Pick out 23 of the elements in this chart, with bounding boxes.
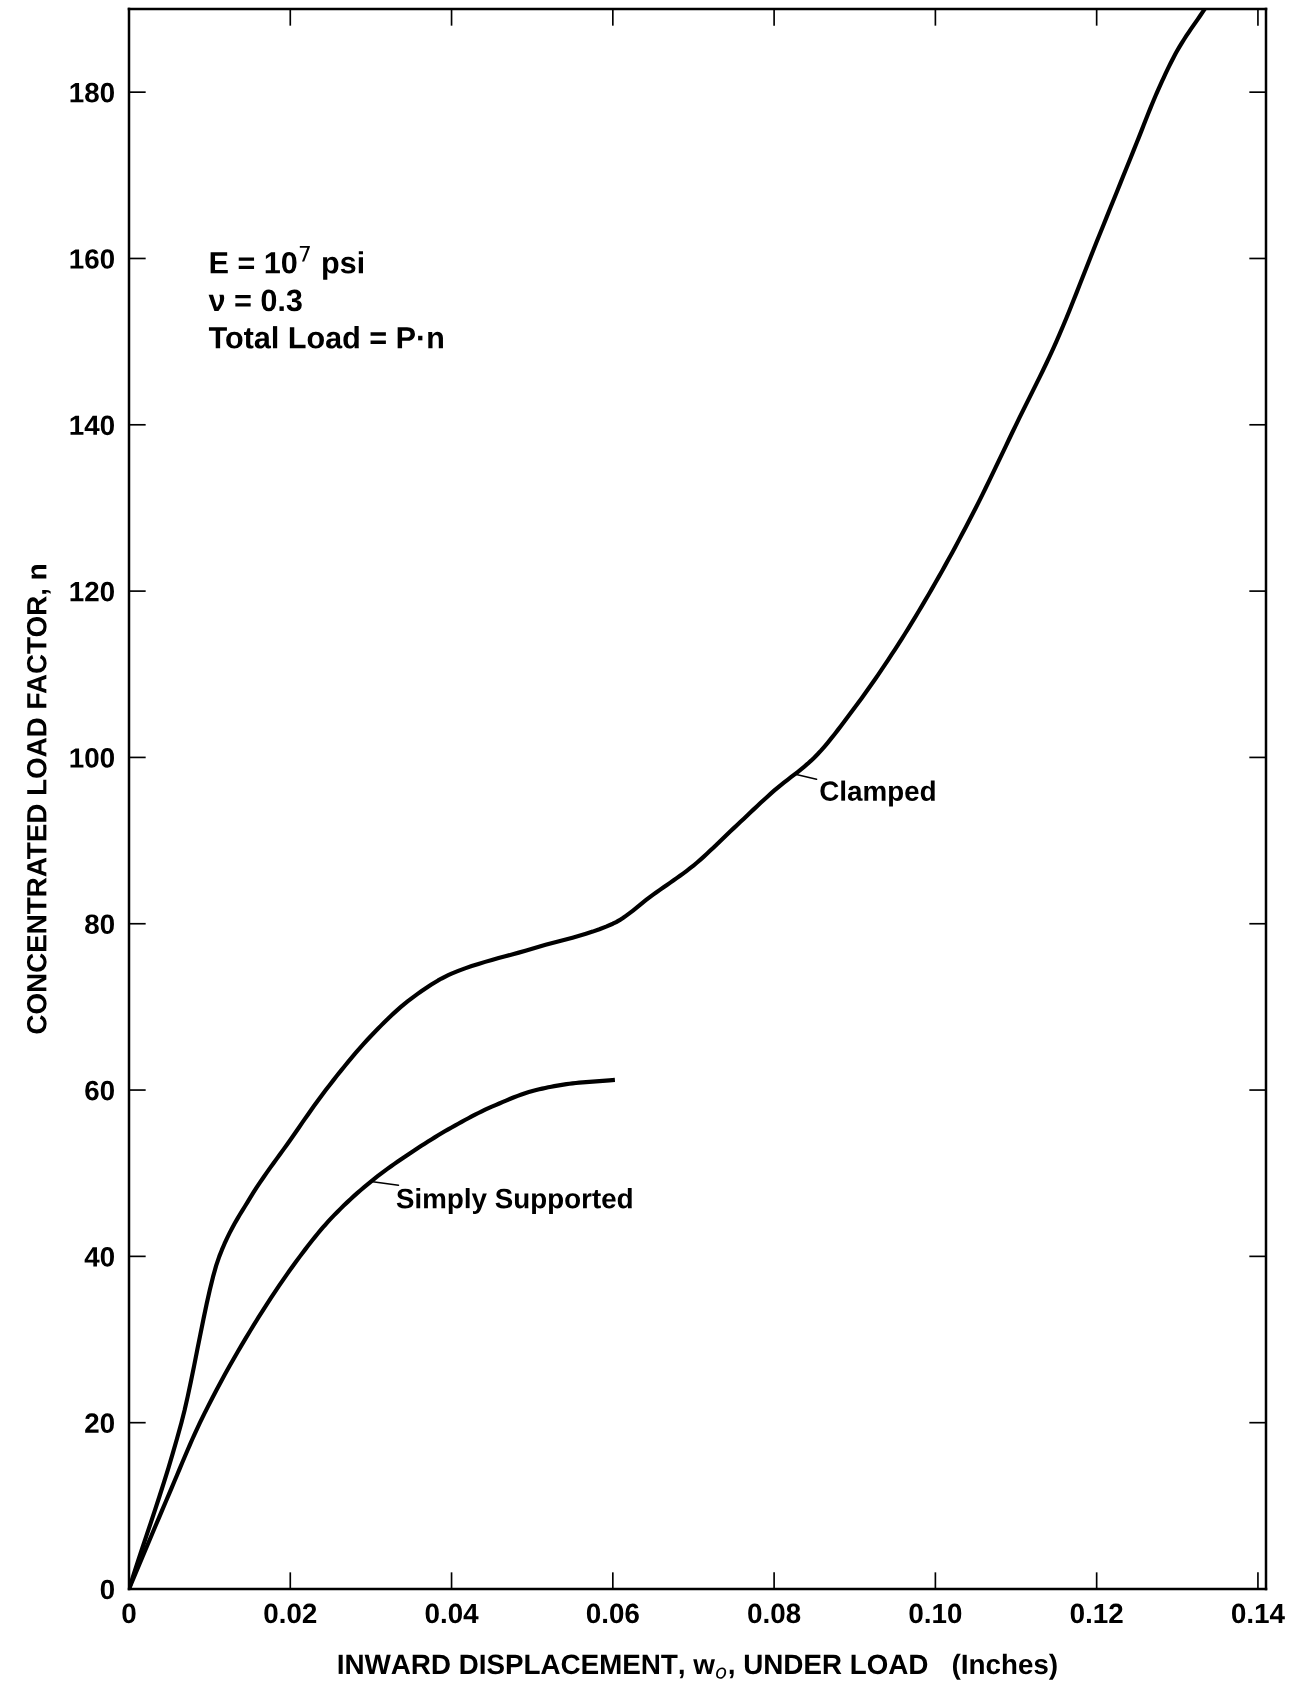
- y-tick-label: 160: [70, 249, 114, 269]
- y-tick-label: 140: [70, 415, 114, 436]
- y-tick-label: 180: [70, 82, 114, 103]
- x-axis-title: INWARD DISPLACEMENT, w$_{o}$, UNDER LOAD (Inches): [338, 1653, 1057, 1680]
- y-tick-label: 60: [85, 1080, 114, 1101]
- x-tick-label: 0.08: [748, 1603, 801, 1624]
- x-tick-label: 0.06: [586, 1603, 639, 1624]
- x-tick-label: 0.04: [425, 1603, 479, 1624]
- annotation: E = 10$^{7}$ psi ν = 0.3 Total Load = P·n: [208, 246, 443, 349]
- y-tick-label: 20: [85, 1413, 114, 1434]
- x-tick-label: 0.12: [1070, 1603, 1123, 1624]
- y-tick-label: 100: [70, 748, 114, 768]
- x-tick-label: 0.02: [264, 1603, 317, 1624]
- y-axis-title: CONCENTRATED LOAD FACTOR, n: [26, 565, 51, 1034]
- x-tick-label: 0: [122, 1603, 136, 1624]
- y-tick-label: 120: [70, 581, 114, 602]
- y-tick-label: 80: [85, 914, 114, 935]
- annotation: Clamped: [820, 780, 935, 807]
- x-tick-label: 0.10: [909, 1603, 962, 1624]
- x-tick-label: 0.14: [1232, 1603, 1285, 1624]
- y-tick-label: 40: [84, 1247, 114, 1267]
- y-tick-label: 0: [100, 1579, 114, 1600]
- annotation: Simply Supported: [396, 1188, 632, 1214]
